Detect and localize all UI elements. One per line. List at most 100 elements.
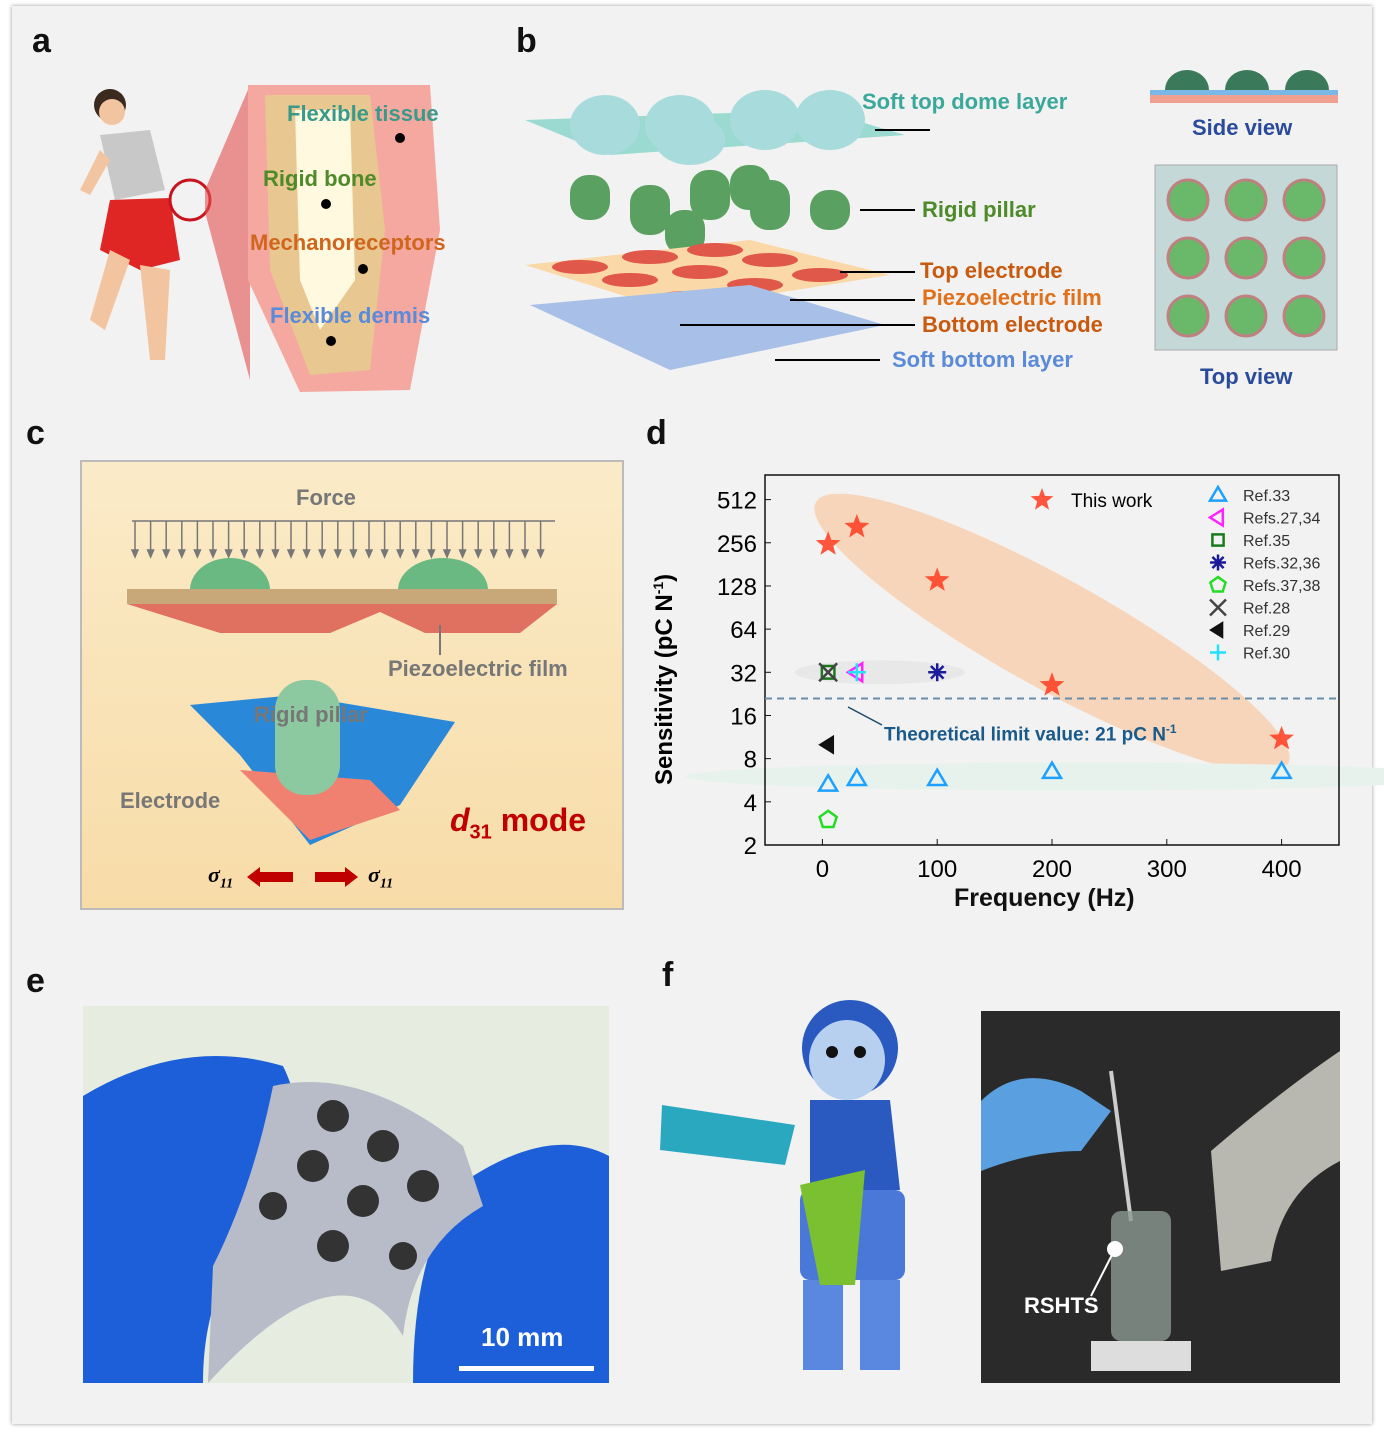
label-soft-top-dome-layer: Soft top dome layer [862, 89, 1068, 114]
ref33-highlight [685, 762, 1384, 791]
panel-label-a: a [32, 22, 51, 60]
y-axis-label: Sensitivity (pC N-1) [650, 574, 679, 785]
this-work-highlight [814, 493, 1290, 773]
y-axis-label-sup: -1 [650, 581, 666, 595]
legend-marker-refs-27-34 [1207, 507, 1225, 528]
annotation-arrow [847, 706, 883, 726]
label-side-view: Side view [1192, 115, 1293, 140]
scale-bar-label: 10 mm [481, 1322, 564, 1352]
data-point-this-work [844, 513, 870, 538]
label-sigma-right: σ11 [368, 862, 393, 892]
legend-marker-refs-32-36 [1210, 554, 1226, 571]
label-rigid-bone: Rigid bone [263, 166, 377, 191]
y-tick-label: 8 [744, 747, 757, 774]
x-tick-label: 100 [917, 856, 957, 883]
data-point-ref-29 [818, 734, 835, 755]
label-electrode: Electrode [120, 788, 221, 813]
data-point-ref-33 [1040, 760, 1064, 780]
legend-marker-ref-35 [1211, 533, 1225, 547]
label-rigid-pillar: Rigid pillar [922, 197, 1036, 222]
robot-arm-photo [981, 1011, 1340, 1383]
label-d31-mode: d31 mode [450, 802, 586, 844]
y-tick-label: 64 [730, 617, 757, 644]
panel-label-c: c [26, 414, 45, 452]
sensitivity-frequency-chart: 0 100 200 300 400 2 4 8 16 32 64 128 256 512 This work… [685, 474, 1384, 883]
y-tick-label: 256 [717, 531, 757, 558]
runner-skin-illustration [80, 85, 440, 392]
theoretical-limit-annotation: Theoretical limit value: 21 pC N-1 [884, 722, 1177, 746]
x-axis-label: Frequency (Hz) [954, 884, 1135, 912]
legend-label-ref-28: Ref.28 [1243, 601, 1290, 618]
data-point-this-work [924, 567, 950, 591]
legend-marker-this-work [1030, 488, 1054, 510]
data-point-ref-33 [816, 772, 840, 792]
data-point-this-work [1269, 725, 1294, 750]
x-tick-label: 0 [816, 856, 829, 883]
legend-label-ref-33: Ref.33 [1243, 488, 1290, 505]
d-symbol: d [450, 802, 470, 838]
y-axis-label-text: Sensitivity (pC N [651, 594, 678, 785]
label-flexible-dermis: Flexible dermis [270, 303, 431, 328]
data-point-this-work [1039, 672, 1065, 696]
data-point-ref-33 [1270, 760, 1293, 780]
legend-label-refs-32-36: Refs.32,36 [1243, 556, 1320, 573]
legend-marker-ref-30 [1210, 644, 1226, 661]
legend-marker-refs-37-38 [1208, 575, 1228, 593]
y-tick-label: 16 [730, 703, 757, 730]
legend-marker-ref-28 [1209, 598, 1227, 617]
d31-mode-illustration [127, 520, 557, 845]
y-tick-label: 32 [730, 660, 757, 687]
label-piezoelectric-film-c: Piezoelectric film [388, 656, 568, 681]
annotation-sup: -1 [1165, 722, 1177, 736]
x-tick-label: 400 [1262, 856, 1302, 883]
label-rigid-pillar-c: Rigid pillar [254, 702, 368, 727]
label-flexible-tissue: Flexible tissue [287, 101, 439, 126]
legend-label-refs-37-38: Refs.37,38 [1243, 578, 1320, 595]
panel-label-d: d [646, 414, 667, 452]
x-tick-label: 300 [1147, 856, 1187, 883]
y-axis-label-end: ) [651, 573, 678, 582]
legend-marker-ref-29 [1209, 621, 1224, 639]
mode-text: mode [491, 802, 587, 838]
y-tick-label: 512 [717, 488, 757, 515]
refs-32-highlight [794, 660, 965, 685]
robot-pouring-illustration [660, 1000, 905, 1370]
label-mechanoreceptors: Mechanoreceptors [250, 230, 446, 255]
data-point-ref-33 [845, 767, 869, 787]
legend-label-refs-27-34: Refs.27,34 [1243, 511, 1320, 528]
legend-label-this-work: This work [1071, 491, 1153, 512]
label-top-view: Top view [1200, 364, 1293, 389]
data-point-ref-30 [847, 663, 866, 682]
d31-mode-schematic [80, 460, 624, 910]
legend-label-ref-29: Ref.29 [1243, 623, 1290, 640]
sigma-subscript: 11 [219, 876, 234, 892]
data-point-ref-28 [818, 662, 839, 683]
legend-label-ref-35: Ref.35 [1243, 533, 1290, 550]
data-point-refs-32-36 [928, 663, 947, 682]
data-point-this-work [815, 531, 841, 555]
y-tick-label: 4 [744, 790, 757, 817]
panel-label-f: f [662, 956, 674, 994]
data-point-refs-37-38 [818, 809, 839, 829]
sigma-symbol: σ [368, 862, 380, 887]
label-soft-bottom-layer: Soft bottom layer [892, 347, 1073, 372]
sigma-symbol: σ [208, 862, 220, 887]
rshts-label: RSHTS [1024, 1293, 1099, 1318]
label-piezoelectric-film: Piezoelectric film [922, 285, 1102, 310]
x-tick-label: 200 [1032, 856, 1072, 883]
data-point-ref-33 [926, 767, 949, 787]
label-top-electrode: Top electrode [920, 258, 1063, 283]
annotation-text: Theoretical limit value: 21 pC N [884, 724, 1166, 746]
y-tick-label: 128 [717, 574, 757, 601]
panel-label-b: b [516, 22, 537, 60]
label-sigma-left: σ11 [208, 862, 233, 892]
label-bottom-electrode: Bottom electrode [922, 312, 1103, 337]
d-subscript: 31 [469, 821, 492, 844]
flexible-sensor-photo [83, 1006, 609, 1383]
legend-marker-ref-33 [1207, 484, 1229, 502]
exploded-layer-illustration [525, 70, 1338, 370]
stress-arrows [247, 867, 358, 887]
legend-label-ref-30: Ref.30 [1243, 646, 1290, 663]
data-point-ref-35 [820, 664, 836, 680]
